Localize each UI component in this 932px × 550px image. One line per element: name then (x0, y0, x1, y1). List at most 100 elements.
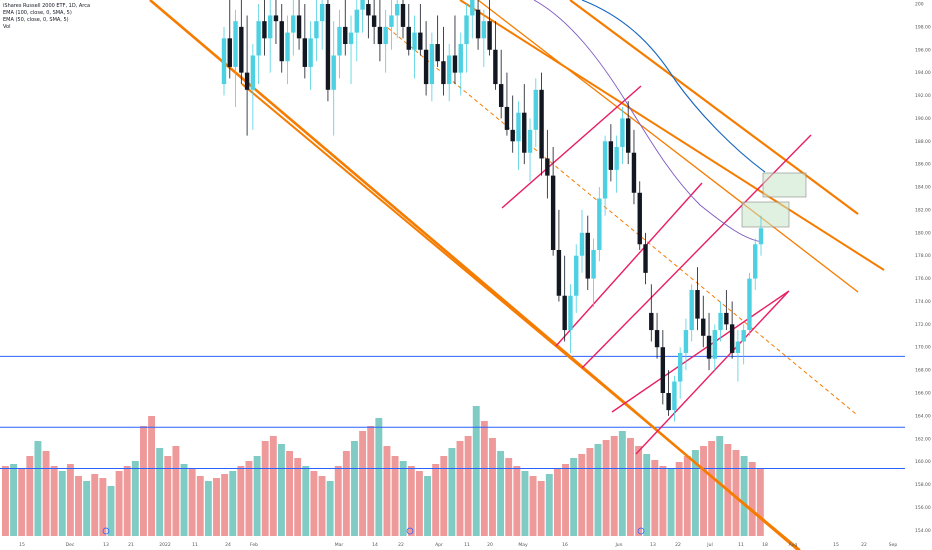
volume-bar (399, 461, 407, 536)
volume-bar (700, 446, 707, 536)
volume-bar (2, 466, 9, 536)
y-tick-label: 186.00 (915, 162, 931, 168)
candle-body (614, 147, 619, 170)
volume-bar (578, 454, 586, 536)
candle-body (729, 324, 735, 353)
candle-body (423, 49, 429, 85)
candle-body (533, 89, 539, 130)
candle-body (706, 335, 712, 359)
x-tick-label: 15 (19, 542, 25, 548)
candle-body (244, 72, 250, 90)
candle-body (701, 318, 706, 336)
volume-bar (545, 474, 553, 536)
y-tick-label: 162.00 (915, 436, 931, 442)
x-tick-label: Dec (66, 542, 75, 548)
candle-body (672, 381, 677, 411)
x-tick-label: 22 (398, 542, 404, 548)
volume-bar (415, 471, 423, 536)
orange-channel-line (569, 0, 859, 215)
target-box-upper (762, 172, 807, 198)
candle-body (418, 32, 423, 50)
candle-body (233, 21, 238, 67)
target-box-lower (741, 201, 790, 228)
volume-bar (464, 436, 472, 536)
candle-body (308, 38, 313, 67)
volume-bar (221, 474, 229, 536)
time-axis: 15 Dec 13 21 2022 11 24 Feb Mar 14 22 Apr 11 20 May 16 J… (19, 527, 897, 548)
volume-bar (107, 486, 115, 536)
x-tick-label: 13 (103, 542, 109, 548)
volume-bar (610, 436, 618, 536)
volume-bar (213, 478, 220, 536)
candle-body (487, 21, 492, 50)
x-tick-label: Aug (789, 542, 798, 548)
candle-body (325, 4, 331, 90)
volume-bar (643, 454, 651, 536)
candle-body (510, 129, 515, 142)
candle-body (550, 175, 556, 250)
volume-bar (716, 436, 724, 536)
volume-bar (708, 441, 716, 536)
volume-bar (245, 461, 253, 536)
x-tick-label: 22 (675, 542, 681, 548)
candle-body (354, 9, 360, 33)
candle-body (383, 26, 388, 45)
volume-bar (659, 466, 667, 536)
x-tick-label: 11 (738, 542, 744, 548)
volume-bar (196, 476, 204, 536)
volume-bar (480, 421, 488, 536)
y-tick-label: 194.00 (915, 70, 931, 76)
volume-bar (432, 464, 440, 536)
x-tick-label: 2022 (159, 542, 171, 548)
candle-body (649, 312, 654, 331)
volume-bar (367, 426, 375, 536)
volume-bar (553, 468, 561, 536)
candle-body (475, 9, 481, 39)
y-tick-label: 196.00 (915, 47, 931, 53)
y-tick-label: 182.00 (915, 207, 931, 213)
x-tick-label: 14 (372, 542, 378, 548)
candle-body (302, 38, 308, 67)
y-tick-label: 180.00 (915, 230, 931, 236)
volume-bar (505, 458, 513, 536)
volume-bar (131, 461, 139, 536)
volume-bar (334, 466, 342, 536)
volume-bar (667, 468, 675, 536)
volume-bar (732, 450, 740, 536)
legend-symbol: iShares Russell 2000 ETF, 1D, Arca (3, 3, 91, 9)
volume-bar (683, 456, 691, 536)
pink-channel-line (635, 291, 789, 455)
moving-averages (533, 0, 766, 243)
x-tick-label: 22 (861, 542, 867, 548)
volume-bar (562, 464, 569, 536)
candle-body (371, 15, 377, 27)
candle-body (291, 15, 296, 33)
candle-body (400, 4, 406, 27)
volume-bar (521, 471, 529, 536)
volume-bar (651, 460, 659, 536)
legend-ema100: EMA (100, close, 0, SMA, 5) (3, 10, 72, 16)
target-boxes (741, 172, 807, 228)
volume-bar (407, 466, 415, 536)
candle-body (625, 118, 631, 153)
candle-body (267, 15, 273, 39)
legend-ema50: EMA (50, close, 0, SMA, 5) (3, 17, 69, 23)
candle-body (608, 141, 614, 170)
orange-channel-line (241, 83, 801, 550)
orange-midline (387, 27, 857, 415)
candle-body (285, 32, 290, 62)
candle-body (250, 55, 256, 90)
candle-body (458, 44, 463, 73)
volume-bar (602, 440, 610, 536)
candle-body (360, 0, 365, 10)
candle-body (504, 106, 510, 130)
volume-bar (326, 481, 334, 536)
y-tick-label: 168.00 (915, 368, 931, 374)
candle-body (429, 44, 435, 85)
candle-body (389, 15, 394, 27)
x-tick-label: 24 (225, 542, 231, 548)
volume-bar (277, 444, 285, 536)
candle-body (481, 21, 487, 39)
candle-body (377, 26, 383, 45)
